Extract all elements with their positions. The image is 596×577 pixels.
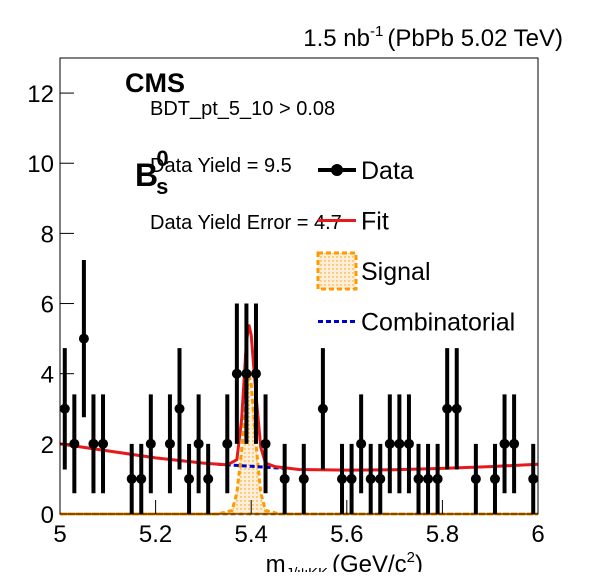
legend-swatch — [331, 164, 343, 176]
data-point — [260, 438, 271, 449]
data-point — [451, 403, 462, 414]
plot-area — [59, 260, 539, 516]
data-point — [384, 438, 395, 449]
y-tick-label: 0 — [41, 502, 54, 529]
data-point — [432, 473, 443, 484]
data-point — [413, 473, 424, 484]
legend-label: Fit — [361, 208, 389, 236]
data-point — [279, 473, 290, 484]
data-point — [365, 473, 376, 484]
data-point — [489, 473, 500, 484]
y-tick-label: 10 — [27, 151, 54, 178]
data-point — [69, 438, 80, 449]
data-point — [403, 438, 414, 449]
data-point — [59, 403, 70, 414]
x-tick-label: 5 — [53, 521, 66, 548]
data-point — [126, 473, 137, 484]
data-point — [136, 473, 147, 484]
data-point — [442, 403, 453, 414]
x-tick-label: 5.2 — [139, 521, 172, 548]
data-point — [375, 473, 386, 484]
x-tick-label: 5.4 — [235, 521, 268, 548]
data-point — [298, 473, 309, 484]
legend-swatch — [316, 251, 358, 291]
data-point — [145, 438, 156, 449]
y-tick-label: 12 — [27, 81, 54, 108]
data-point — [193, 438, 204, 449]
data-point — [174, 403, 185, 414]
data-point — [231, 368, 242, 379]
data-point — [528, 473, 539, 484]
x-axis-label: mJ/ψKK(GeV/c2) — [266, 549, 423, 572]
signal-area — [60, 373, 538, 516]
legend-item: Fit — [318, 208, 389, 236]
data-point — [356, 438, 367, 449]
legend-label: Signal — [361, 258, 431, 286]
plot-frame — [59, 57, 539, 515]
data-point — [337, 473, 348, 484]
data-point — [184, 473, 195, 484]
data-point — [78, 333, 89, 344]
data-point — [394, 438, 405, 449]
legend-item: Data — [318, 157, 414, 185]
legend-item: Signal — [316, 251, 431, 291]
x-tick-label: 5.8 — [426, 521, 459, 548]
legend-label: Data — [361, 157, 414, 185]
annotation: Data Yield Error = 4.7 — [150, 212, 342, 234]
legend-item: Combinatorial — [318, 309, 515, 337]
y-tick-label: 4 — [41, 362, 54, 389]
data-point — [250, 368, 261, 379]
particle-label: Bs0 — [135, 146, 169, 199]
data-point — [88, 438, 99, 449]
data-point — [317, 403, 328, 414]
data-point — [98, 438, 109, 449]
data-point — [346, 473, 357, 484]
y-tick-label: 8 — [41, 221, 54, 248]
legend-label: Combinatorial — [361, 309, 515, 337]
annotation: BDT_pt_5_10 > 0.08 — [150, 98, 335, 120]
data-point — [470, 473, 481, 484]
data-point — [241, 368, 252, 379]
chart-title: 1.5 nb-1 (PbPb 5.02 TeV) — [303, 23, 563, 52]
x-tick-label: 6 — [531, 521, 544, 548]
y-tick-label: 2 — [41, 432, 54, 459]
data-point — [499, 438, 510, 449]
data-point — [509, 438, 520, 449]
data-point — [222, 438, 233, 449]
experiment-label: CMS — [125, 68, 185, 98]
data-point — [423, 473, 434, 484]
data-point — [203, 473, 214, 484]
x-tick-label: 5.6 — [330, 521, 363, 548]
annotation: Data Yield = 9.5 — [150, 155, 292, 177]
y-tick-label: 6 — [41, 292, 54, 319]
data-point — [164, 438, 175, 449]
